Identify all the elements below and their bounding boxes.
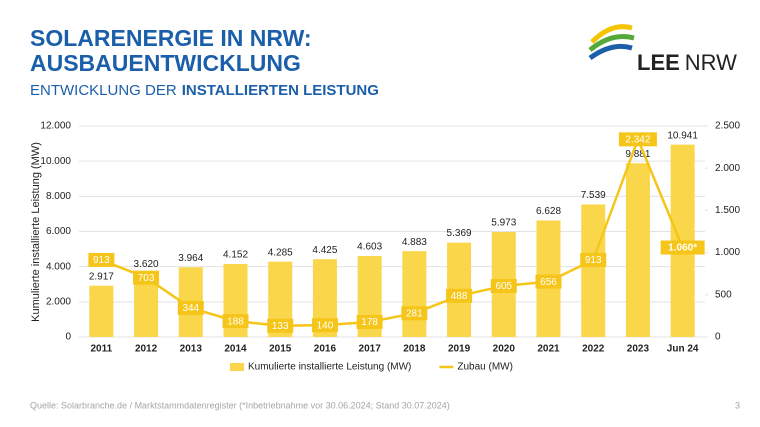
line-value-label: 188 (227, 316, 244, 327)
legend-label: Zubau (MW) (457, 362, 513, 373)
bar-value-label: 5.369 (447, 228, 472, 239)
legend-label: Kumulierte installierte Leistung (MW) (248, 362, 411, 373)
bar (89, 285, 114, 337)
line-value-label: 133 (272, 321, 289, 332)
line-label-box (401, 306, 428, 321)
line-value-label: 1.060* (668, 243, 697, 254)
legend-swatch (230, 363, 244, 371)
subtitle-part: INSTALLIERTEN LEISTUNG (182, 82, 379, 99)
y-tick-label: 2.000 (46, 296, 71, 307)
line-label-box (311, 318, 338, 333)
line-label-box (133, 270, 160, 285)
bar-value-label: 10.941 (667, 130, 698, 141)
line-label-box (356, 314, 383, 329)
bar-value-label: 7.539 (581, 190, 606, 201)
logo-text: LEE NRW (637, 50, 737, 75)
x-tick-label: 2019 (448, 344, 471, 355)
y-tick-label: 8.000 (46, 191, 71, 202)
y2-tick-label: 2.500 (715, 121, 740, 132)
x-tick-label: 2014 (224, 344, 247, 355)
bar-value-label: 3.620 (134, 259, 159, 270)
line-value-label: 178 (361, 317, 378, 328)
y-axis-label: Kumulierte installierte Leistung (MW) (30, 142, 42, 322)
y2-tick-label: 0 (715, 332, 721, 343)
bar-value-label: 4.603 (357, 242, 382, 253)
x-tick-label: 2023 (627, 344, 650, 355)
y2-tick-label: 500 (715, 289, 732, 300)
logo-part: NRW (685, 50, 737, 75)
y-tick-label: 12.000 (40, 121, 71, 132)
bar-value-label: 3.964 (178, 253, 203, 264)
x-tick-label: 2016 (314, 344, 337, 355)
line-value-label: 913 (93, 255, 110, 266)
line-value-label: 2.342 (625, 134, 650, 145)
logo-part: LEE (637, 50, 680, 75)
line-label-box (490, 278, 517, 293)
x-tick-label: 2011 (91, 344, 113, 355)
line-label-box (267, 318, 294, 333)
line-value-label: 140 (317, 320, 334, 331)
bar (581, 204, 606, 337)
bar-value-label: 2.917 (89, 271, 114, 282)
x-tick-label: 2021 (537, 344, 560, 355)
y-tick-label: 4.000 (46, 261, 71, 272)
title-line: AUSBAUENTWICKLUNG (30, 50, 301, 76)
logo-swoosh (590, 24, 633, 44)
line-value-label: 281 (406, 308, 423, 319)
x-tick-label: 2015 (269, 344, 292, 355)
bar-value-label: 4.152 (223, 250, 248, 261)
x-tick-label: 2013 (180, 344, 203, 355)
x-tick-label: 2020 (493, 344, 516, 355)
subtitle-part: ENTWICKLUNG DER (30, 82, 177, 99)
bar-value-label: 4.883 (402, 237, 427, 248)
x-tick-label: 2022 (582, 344, 605, 355)
line-label-box (222, 314, 249, 329)
bar-value-label: 9.881 (625, 149, 650, 160)
line-label-box (446, 288, 473, 303)
subtitle: ENTWICKLUNG DER INSTALLIERTEN LEISTUNG (30, 82, 379, 99)
line-value-label: 605 (495, 281, 512, 292)
y2-tick-label: 2.000 (715, 163, 740, 174)
y-tick-label: 6.000 (46, 226, 71, 237)
bar-value-label: 6.628 (536, 206, 561, 217)
title-line: SOLARENERGIE IN NRW: (30, 25, 312, 51)
logo-swoosh (588, 43, 633, 61)
x-tick-label: 2018 (403, 344, 426, 355)
y-tick-label: 10.000 (40, 156, 71, 167)
footer-source: Quelle: Solarbranche.de / Marktstammdate… (30, 400, 450, 410)
logo: LEE NRW (588, 24, 737, 75)
y2-tick-label: 1.500 (715, 205, 740, 216)
line-label-box (580, 252, 607, 267)
line-label-box (618, 132, 657, 147)
line-label-box (535, 274, 562, 289)
line-value-label: 703 (138, 273, 155, 284)
line-value-label: 488 (451, 291, 468, 302)
x-tick-label: 2012 (135, 344, 158, 355)
logo-swoosh (588, 34, 635, 52)
y2-tick-label: 1.000 (715, 247, 740, 258)
line-label-box (177, 300, 204, 315)
bar (625, 163, 650, 337)
x-tick-label: Jun 24 (667, 344, 699, 355)
y-tick-label: 0 (65, 332, 71, 343)
line-value-label: 656 (540, 277, 557, 288)
bar (402, 251, 427, 337)
bar-value-label: 4.425 (312, 245, 337, 256)
line-label-box (88, 252, 115, 267)
page-number: 3 (735, 400, 740, 410)
line-value-label: 913 (585, 255, 602, 266)
line-value-label: 344 (182, 303, 199, 314)
bar-value-label: 4.285 (268, 247, 293, 258)
x-tick-label: 2017 (359, 344, 382, 355)
line-label-box (660, 240, 705, 255)
bar-value-label: 5.973 (491, 218, 516, 229)
